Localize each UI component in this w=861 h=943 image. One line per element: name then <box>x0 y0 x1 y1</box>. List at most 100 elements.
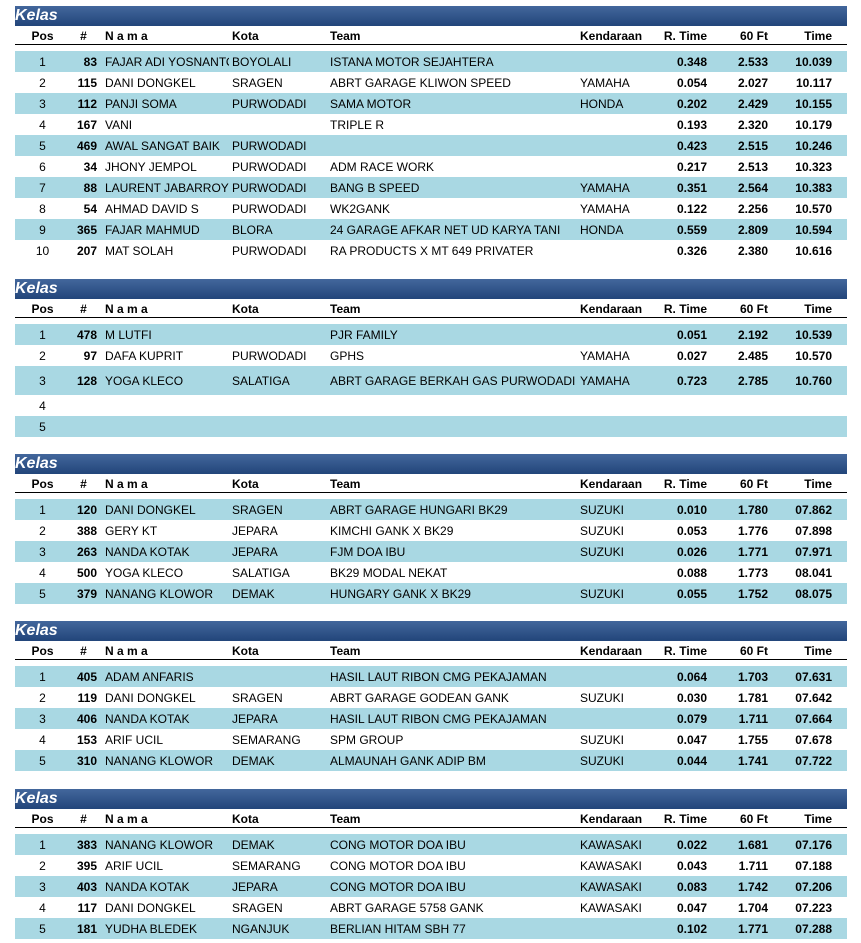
row-cell: 5 <box>39 586 46 601</box>
result-row: 3 403 NANDA KOTAK JEPARA CONG MOTOR DOA IBU K… <box>15 876 847 897</box>
column-header: Pos <box>31 29 54 43</box>
row-cell: SAMA MOTOR <box>330 96 412 111</box>
row-cell: 0.055 <box>676 586 707 601</box>
row-cell: CONG MOTOR DOA IBU <box>330 858 466 873</box>
row-cell: 120 <box>76 502 97 517</box>
row-cell: JEPARA <box>232 711 278 726</box>
row-cell: 2 <box>39 690 46 705</box>
column-header: Time <box>804 644 832 658</box>
row-cell: PJR FAMILY <box>330 327 398 342</box>
row-cell: DANI DONGKEL <box>105 900 196 915</box>
row-cell: 07.971 <box>795 544 832 559</box>
column-header: # <box>80 812 87 826</box>
row-cell: ABRT GARAGE GODEAN GANK <box>330 690 509 705</box>
result-row: 5 310 NANANG KLOWOR DEMAK ALMAUNAH GANK ADIP… <box>15 750 847 771</box>
column-header: Kota <box>232 302 259 316</box>
column-header: 60 Ft <box>739 812 768 826</box>
row-cell: 4 <box>39 117 46 132</box>
row-cell: AHMAD DAVID S <box>105 201 199 216</box>
row-cell: 2 <box>39 523 46 538</box>
row-cell: PANJI SOMA <box>105 96 177 111</box>
column-header-row: Pos # N a m a Kota Team Kendaraan R. Time 60 Ft… <box>15 26 847 45</box>
row-cell: 0.047 <box>676 732 707 747</box>
column-header: Pos <box>31 302 54 316</box>
row-cell: 2.256 <box>737 201 768 216</box>
row-cell: 0.348 <box>676 54 707 69</box>
column-header: Kota <box>232 477 259 491</box>
row-cell: GERY KT <box>105 523 158 538</box>
column-header-row: Pos # N a m a Kota Team Kendaraan R. Time 60 Ft… <box>15 474 847 493</box>
column-header-row: Pos # N a m a Kota Team Kendaraan R. Time 60 Ft… <box>15 809 847 828</box>
section-title-bar: Kelas6Bracket 10.5 Detik <box>15 279 847 337</box>
row-cell: 0.022 <box>676 837 707 852</box>
row-cell: 07.223 <box>795 900 832 915</box>
section-title-bar: Kelas5Bracket 10 Detik <box>15 6 847 64</box>
column-header: Time <box>804 477 832 491</box>
result-row: 3 128 YOGA KLECO SALATIGA ABRT GARAGE BERKAH… <box>15 366 847 395</box>
row-cell: YAMAHA <box>580 201 630 216</box>
row-cell: JEPARA <box>232 544 278 559</box>
row-cell: 406 <box>76 711 97 726</box>
result-row: 4 117 DANI DONGKEL SRAGEN ABRT GARAGE 5758 G… <box>15 897 847 918</box>
row-cell: 0.054 <box>676 75 707 90</box>
row-cell: 478 <box>76 327 97 342</box>
row-cell: 07.188 <box>795 858 832 873</box>
row-cell: 1.711 <box>738 858 768 873</box>
row-cell: 167 <box>76 117 97 132</box>
row-cell: 10.039 <box>795 54 832 69</box>
row-cell: LAURENT JABARROY <box>105 180 229 195</box>
row-cell: NANANG KLOWOR <box>105 586 214 601</box>
row-cell: WK2GANK <box>330 201 391 216</box>
row-cell: 10.616 <box>795 243 832 258</box>
row-cell: 0.026 <box>676 544 707 559</box>
row-cell: 2.429 <box>737 96 768 111</box>
column-header: 60 Ft <box>739 477 768 491</box>
column-header: 60 Ft <box>739 644 768 658</box>
column-header-row: Pos # N a m a Kota Team Kendaraan R. Time 60 Ft… <box>15 641 847 660</box>
row-cell: 07.631 <box>795 669 832 684</box>
row-cell: 10.539 <box>795 327 832 342</box>
result-row: 1 120 DANI DONGKEL SRAGEN ABRT GARAGE HUNGAR… <box>15 499 847 520</box>
row-cell: HUNGARY GANK X BK29 <box>330 586 471 601</box>
row-cell: 0.559 <box>676 222 707 237</box>
row-cell: 0.088 <box>676 565 707 580</box>
result-row: 2 119 DANI DONGKEL SRAGEN ABRT GARAGE GODEAN… <box>15 687 847 708</box>
row-cell: 08.041 <box>795 565 832 580</box>
row-cell: 4 <box>39 398 46 413</box>
column-header: R. Time <box>663 644 707 658</box>
row-cell: 0.051 <box>676 327 707 342</box>
result-row: 2 97 DAFA KUPRIT PURWODADI GPHS YAMAHA 0.027 2.… <box>15 345 847 366</box>
row-cell: 263 <box>76 544 97 559</box>
row-cell: 4 <box>39 732 46 747</box>
row-cell: DANI DONGKEL <box>105 690 196 705</box>
column-header: Team <box>330 644 361 658</box>
row-cell: SRAGEN <box>232 75 283 90</box>
row-cell: SUZUKI <box>580 523 625 538</box>
row-cell: PURWODADI <box>232 180 307 195</box>
class-number: 5 <box>15 27 24 44</box>
row-cell: 112 <box>77 96 97 111</box>
result-row: 8 54 AHMAD DAVID S PURWODADI WK2GANK YAMAHA 0.… <box>15 198 847 219</box>
row-cell: 0.217 <box>676 159 707 174</box>
result-row: 4 500 YOGA KLECO SALATIGA BK29 MODAL NEKAT 0.… <box>15 562 847 583</box>
column-header: 60 Ft <box>739 302 768 316</box>
row-cell: SRAGEN <box>232 502 283 517</box>
row-cell: PURWODADI <box>232 201 307 216</box>
row-cell: 310 <box>76 753 97 768</box>
class-label: Kelas <box>15 790 58 807</box>
row-cell: 0.423 <box>676 138 707 153</box>
row-cell: NANDA KOTAK <box>105 544 190 559</box>
result-row: 2 388 GERY KT JEPARA KIMCHI GANK X BK29 SUZUK… <box>15 520 847 541</box>
row-cell: ABRT GARAGE KLIWON SPEED <box>330 75 511 90</box>
result-row: 3 263 NANDA KOTAK JEPARA FJM DOA IBU SUZUKI 0.… <box>15 541 847 562</box>
row-cell: NANANG KLOWOR <box>105 837 214 852</box>
row-cell: YAMAHA <box>580 75 630 90</box>
row-cell: 7 <box>39 180 46 195</box>
row-cell: 1 <box>39 669 46 684</box>
row-cell: 2.513 <box>737 159 768 174</box>
row-cell: FAJAR ADI YOSNANTO <box>105 54 229 69</box>
row-cell: KAWASAKI <box>580 858 642 873</box>
row-cell: NGANJUK <box>232 921 290 936</box>
row-cell: 3 <box>39 711 46 726</box>
